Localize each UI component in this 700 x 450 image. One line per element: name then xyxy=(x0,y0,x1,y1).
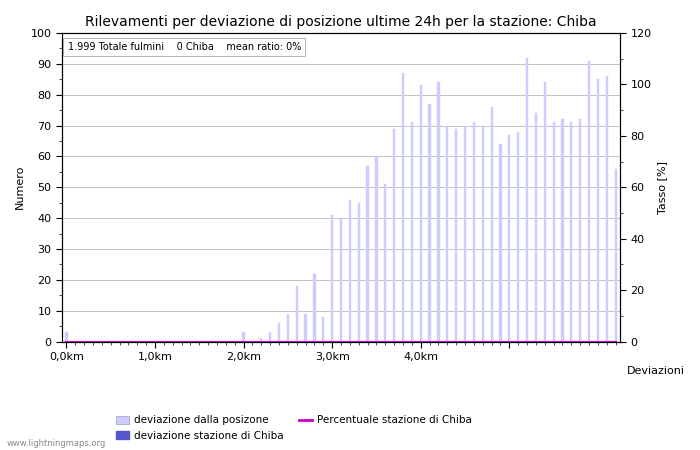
Bar xyxy=(419,86,422,342)
Bar xyxy=(278,323,280,342)
Bar xyxy=(269,332,272,342)
Y-axis label: Numero: Numero xyxy=(15,165,25,209)
Bar xyxy=(535,113,537,342)
Bar xyxy=(331,215,333,342)
Bar xyxy=(304,314,307,342)
Bar xyxy=(499,144,502,342)
Bar xyxy=(482,126,484,342)
Bar xyxy=(526,58,528,342)
Bar xyxy=(428,104,430,342)
Bar xyxy=(588,61,590,342)
Bar xyxy=(349,199,351,342)
Bar xyxy=(242,332,245,342)
Bar xyxy=(65,332,67,342)
Bar xyxy=(508,135,510,342)
Bar xyxy=(579,119,581,342)
Legend: deviazione dalla posizone, deviazione stazione di Chiba, Percentuale stazione di: deviazione dalla posizone, deviazione st… xyxy=(112,411,476,445)
Bar xyxy=(314,274,316,342)
Text: Deviazioni: Deviazioni xyxy=(627,366,685,377)
Bar xyxy=(340,218,342,342)
Bar xyxy=(411,122,413,342)
Bar xyxy=(473,122,475,342)
Bar xyxy=(552,122,554,342)
Y-axis label: Tasso [%]: Tasso [%] xyxy=(657,161,667,214)
Bar xyxy=(393,129,395,342)
Text: www.lightningmaps.org: www.lightningmaps.org xyxy=(7,439,106,448)
Bar xyxy=(491,107,493,342)
Bar xyxy=(561,119,564,342)
Bar xyxy=(544,82,546,342)
Bar xyxy=(384,184,386,342)
Bar xyxy=(570,122,573,342)
Bar xyxy=(615,169,617,342)
Text: 1.999 Totale fulmini    0 Chiba    mean ratio: 0%: 1.999 Totale fulmini 0 Chiba mean ratio:… xyxy=(68,42,301,52)
Bar xyxy=(606,76,608,342)
Bar xyxy=(375,156,377,342)
Bar xyxy=(517,132,519,342)
Bar xyxy=(322,317,324,342)
Bar xyxy=(402,73,404,342)
Bar xyxy=(464,126,466,342)
Bar xyxy=(438,82,440,342)
Bar xyxy=(287,314,289,342)
Title: Rilevamenti per deviazione di posizione ultime 24h per la stazione: Chiba: Rilevamenti per deviazione di posizione … xyxy=(85,15,597,29)
Bar xyxy=(597,79,599,342)
Bar xyxy=(260,338,262,342)
Bar xyxy=(367,166,369,342)
Bar xyxy=(455,129,457,342)
Bar xyxy=(295,286,298,342)
Bar xyxy=(446,126,449,342)
Bar xyxy=(358,202,360,342)
